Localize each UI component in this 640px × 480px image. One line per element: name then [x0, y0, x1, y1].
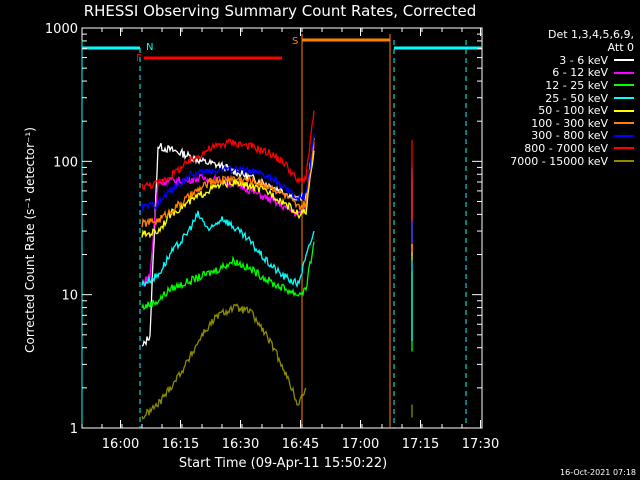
annotation-n: N — [146, 42, 153, 53]
annotation-f: F — [136, 53, 142, 64]
y-axis-label: Corrected Count Rate (s⁻¹ detector⁻¹) — [23, 127, 37, 353]
axis-ticks: 16:00 16:15 16:30 16:45 17:00 17:15 17:30 1 10 10… — [45, 22, 499, 452]
x-tick-label: 16:00 — [102, 437, 139, 452]
legend-swatch — [614, 71, 634, 74]
x-tick-label: 16:30 — [222, 437, 259, 452]
legend-label: 100 - 300 keV — [531, 116, 608, 130]
legend-swatch — [614, 109, 634, 112]
y-tick-label: 100 — [53, 155, 78, 170]
legend-swatch — [614, 84, 634, 87]
legend-entry: 3 - 6 keV — [510, 54, 634, 67]
series-line — [141, 150, 315, 239]
legend-entry: 800 - 7000 keV — [510, 142, 634, 155]
legend-swatch — [614, 160, 634, 163]
series-line — [141, 210, 315, 289]
legend-swatch — [614, 97, 634, 100]
legend-label: 6 - 12 keV — [552, 66, 608, 80]
legend-label: 3 - 6 keV — [559, 53, 608, 67]
x-tick-label: 16:15 — [162, 437, 199, 452]
x-tick-label: 16:45 — [282, 437, 319, 452]
legend-entry: 100 - 300 keV — [510, 117, 634, 130]
series-lines — [141, 110, 413, 420]
legend-header-line-2: Att 0 — [607, 41, 634, 54]
series-line — [141, 110, 315, 191]
legend-label: 25 - 50 keV — [545, 91, 608, 105]
legend-swatch — [614, 122, 634, 125]
legend-label: 300 - 800 keV — [531, 129, 608, 143]
x-axis-label: Start Time (09-Apr-11 15:50:22) — [179, 456, 387, 471]
series-line — [141, 303, 307, 420]
legend-entry: 300 - 800 keV — [510, 129, 634, 143]
legend: Det 1,3,4,5,6,9, Att 0 3 - 6 keV 6 - 12 k… — [510, 28, 634, 168]
y-tick-label: 1000 — [45, 22, 78, 37]
legend-entry: 50 - 100 keV — [510, 104, 634, 117]
legend-swatch — [614, 134, 634, 137]
legend-swatch — [614, 59, 634, 62]
series-line — [141, 241, 315, 311]
legend-label: 7000 - 15000 keV — [510, 154, 608, 168]
legend-entry: 12 - 25 keV — [510, 79, 634, 92]
legend-header-line-1: Det 1,3,4,5,6,9, — [547, 28, 634, 41]
y-tick-label: 1 — [70, 422, 78, 437]
overlay-bars: NF S — [81, 34, 482, 428]
legend-label: 50 - 100 keV — [538, 104, 608, 118]
annotation-s: S — [292, 36, 298, 47]
series-line — [141, 141, 315, 228]
legend-entries: 3 - 6 keV 6 - 12 keV 12 - 25 keV 25 - 50 ke… — [510, 54, 634, 168]
legend-entry: 6 - 12 keV — [510, 66, 634, 80]
legend-entry: 7000 - 15000 keV — [510, 155, 634, 168]
chart-title: RHESSI Observing Summary Count Rates, Co… — [83, 2, 477, 20]
x-tick-label: 17:15 — [402, 437, 439, 452]
legend-label: 12 - 25 keV — [545, 78, 608, 92]
x-tick-label: 17:00 — [342, 437, 379, 452]
legend-swatch — [614, 147, 634, 150]
y-tick-label: 10 — [61, 289, 78, 304]
legend-entry: 25 - 50 keV — [510, 92, 634, 105]
x-tick-label: 17:30 — [462, 437, 499, 452]
legend-label: 800 - 7000 keV — [524, 141, 608, 155]
timestamp: 16-Oct-2021 07:18 — [560, 468, 636, 477]
series-line — [141, 134, 315, 211]
